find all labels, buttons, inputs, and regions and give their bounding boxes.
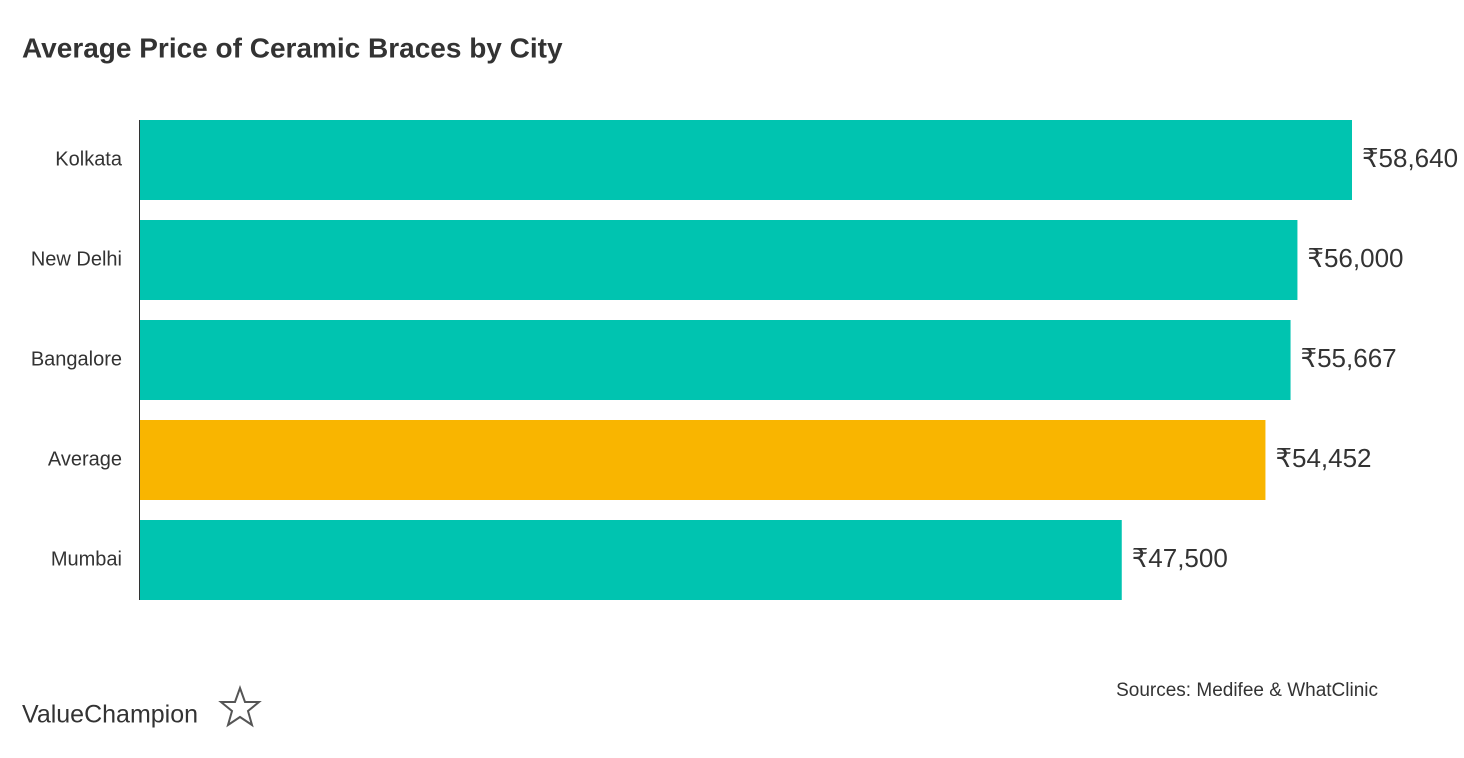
- bar: [140, 420, 1266, 500]
- value-label: ₹58,640: [1362, 143, 1458, 173]
- y-tick-label: Kolkata: [55, 148, 123, 170]
- source-note: Sources: Medifee & WhatClinic: [1116, 680, 1378, 701]
- brand-logo: ValueChampion: [22, 701, 198, 729]
- chart-title: Average Price of Ceramic Braces by City: [22, 32, 563, 63]
- value-label: ₹47,500: [1132, 543, 1228, 573]
- brand-star: [218, 685, 262, 728]
- bar: [140, 320, 1291, 400]
- value-label: ₹54,452: [1275, 443, 1371, 473]
- y-tick-label: Mumbai: [51, 548, 122, 570]
- bar: [140, 520, 1122, 600]
- y-tick-label: New Delhi: [31, 248, 122, 270]
- value-label: ₹55,667: [1301, 343, 1397, 373]
- y-tick-label: Average: [48, 448, 122, 470]
- bar: [140, 120, 1352, 200]
- bar: [140, 220, 1298, 300]
- y-tick-label: Bangalore: [31, 348, 122, 370]
- value-label: ₹56,000: [1307, 243, 1403, 273]
